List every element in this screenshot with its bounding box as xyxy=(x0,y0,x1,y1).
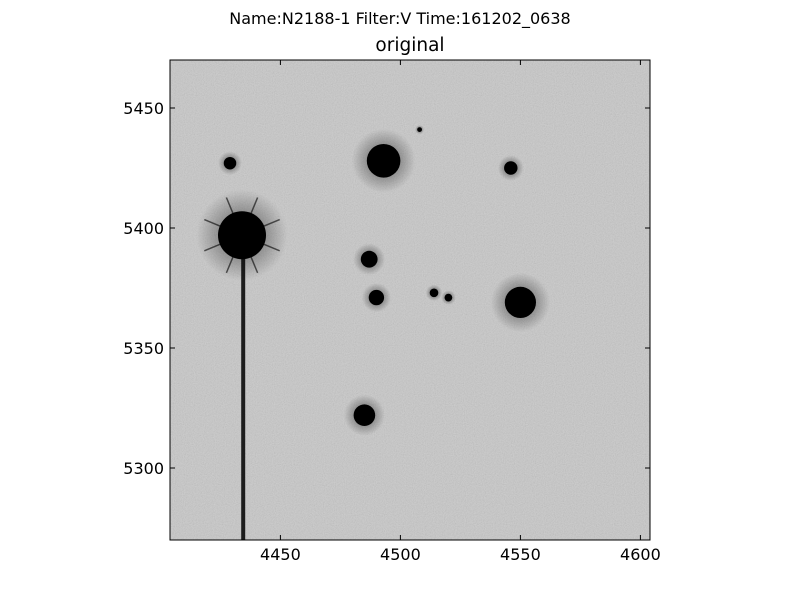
star xyxy=(353,404,376,427)
star xyxy=(444,293,453,302)
figure-suptitle: Name:N2188-1 Filter:V Time:161202_0638 xyxy=(229,9,571,28)
star xyxy=(417,127,422,132)
star xyxy=(504,161,518,175)
sky-noise xyxy=(170,60,650,540)
star xyxy=(223,156,237,170)
x-tick-label: 4450 xyxy=(260,545,301,564)
x-axis: 4450 4500 4550 4600 xyxy=(260,60,661,564)
star xyxy=(368,289,385,306)
star xyxy=(360,250,378,268)
y-tick-label: 5300 xyxy=(123,459,164,478)
panel-title: original xyxy=(375,35,445,56)
x-tick-label: 4500 xyxy=(380,545,421,564)
y-tick-label: 5450 xyxy=(123,99,164,118)
star xyxy=(429,288,439,298)
y-tick-label: 5350 xyxy=(123,339,164,358)
star xyxy=(504,286,536,318)
star xyxy=(366,144,401,178)
x-tick-label: 4550 xyxy=(500,545,541,564)
star xyxy=(218,211,266,260)
y-tick-label: 5400 xyxy=(123,219,164,238)
y-axis: 5300 5350 5400 5450 xyxy=(123,99,650,478)
x-tick-label: 4600 xyxy=(620,545,661,564)
stars-layer xyxy=(196,125,551,540)
axes-frame xyxy=(169,59,651,541)
